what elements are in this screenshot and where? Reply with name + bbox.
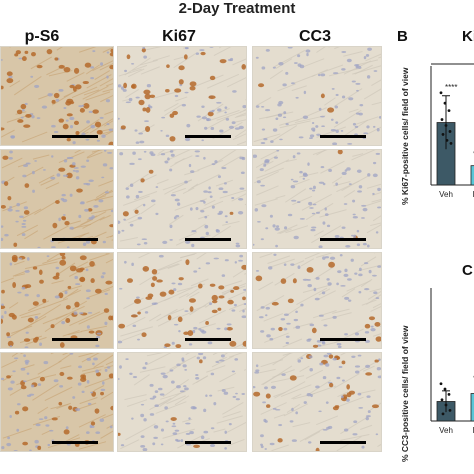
- panel-b-letter: B: [397, 28, 408, 45]
- x-tick-label: Veh: [439, 426, 453, 435]
- data-point: [439, 91, 443, 95]
- scale-bar: [320, 441, 366, 444]
- data-point: [448, 408, 452, 412]
- cc3-bar-chart: Veh Rap: [430, 288, 474, 435]
- scale-bar: [52, 135, 98, 138]
- data-point: [448, 130, 452, 133]
- micrograph-tile: [117, 149, 247, 249]
- cc3-y-axis-label: % CC3-positive cells/ field of view: [400, 325, 410, 462]
- scale-bar: [185, 338, 231, 341]
- micrograph-tile: [117, 46, 247, 146]
- data-point: [440, 398, 444, 402]
- scale-bar: [52, 238, 98, 241]
- data-point: [441, 133, 445, 136]
- data-point: [441, 412, 445, 416]
- column-header-ps6: p-S6: [24, 28, 60, 45]
- x-tick-label: Veh: [439, 190, 453, 199]
- data-point: [439, 382, 443, 386]
- data-point: [447, 109, 451, 113]
- panel-b-bottom-header: C: [462, 262, 473, 279]
- data-point: [445, 138, 449, 142]
- data-point: [444, 124, 448, 127]
- x-tick-label: Rap: [473, 426, 474, 435]
- ki67-bar-chart: Veh Rap ****: [430, 63, 474, 199]
- micrograph-tile: [252, 149, 382, 249]
- x-tick-label: Rap: [473, 190, 474, 199]
- scale-bar: [320, 238, 366, 241]
- scale-bar: [52, 441, 98, 444]
- micrograph-tile: [0, 149, 114, 249]
- micrograph-tile: [252, 352, 382, 452]
- bar-rap: [470, 165, 474, 186]
- figure-title: 2-Day Treatment: [178, 0, 296, 17]
- micrograph-tile: [0, 46, 114, 146]
- scale-bar: [320, 338, 366, 341]
- data-point: [444, 403, 448, 407]
- micrograph-tile: [117, 252, 247, 349]
- micrograph-tile: [252, 46, 382, 146]
- column-header-ki67: Ki67: [162, 28, 196, 45]
- bar-rap: [470, 393, 474, 422]
- significance-label: ****: [445, 83, 457, 92]
- data-point: [449, 141, 453, 145]
- data-point: [440, 118, 444, 121]
- scale-bar: [52, 338, 98, 341]
- scale-bar: [185, 441, 231, 444]
- micrograph-tile: [0, 352, 114, 452]
- micrograph-tile: [117, 352, 247, 452]
- column-header-cc3: CC3: [298, 28, 331, 45]
- panel-b-charts: Veh Rap **** Veh Rap: [430, 63, 474, 435]
- scale-bar: [185, 238, 231, 241]
- data-point: [447, 393, 451, 396]
- scale-bar: [185, 135, 231, 138]
- scale-bar: [320, 135, 366, 138]
- data-point: [443, 101, 447, 105]
- ki67-y-axis-label: % Ki67-positive cells/ field of view: [400, 67, 410, 205]
- micrograph-tile: [252, 252, 382, 349]
- data-point: [443, 387, 447, 391]
- micrograph-tile: [0, 252, 114, 349]
- panel-b-top-header: Ki: [462, 28, 474, 45]
